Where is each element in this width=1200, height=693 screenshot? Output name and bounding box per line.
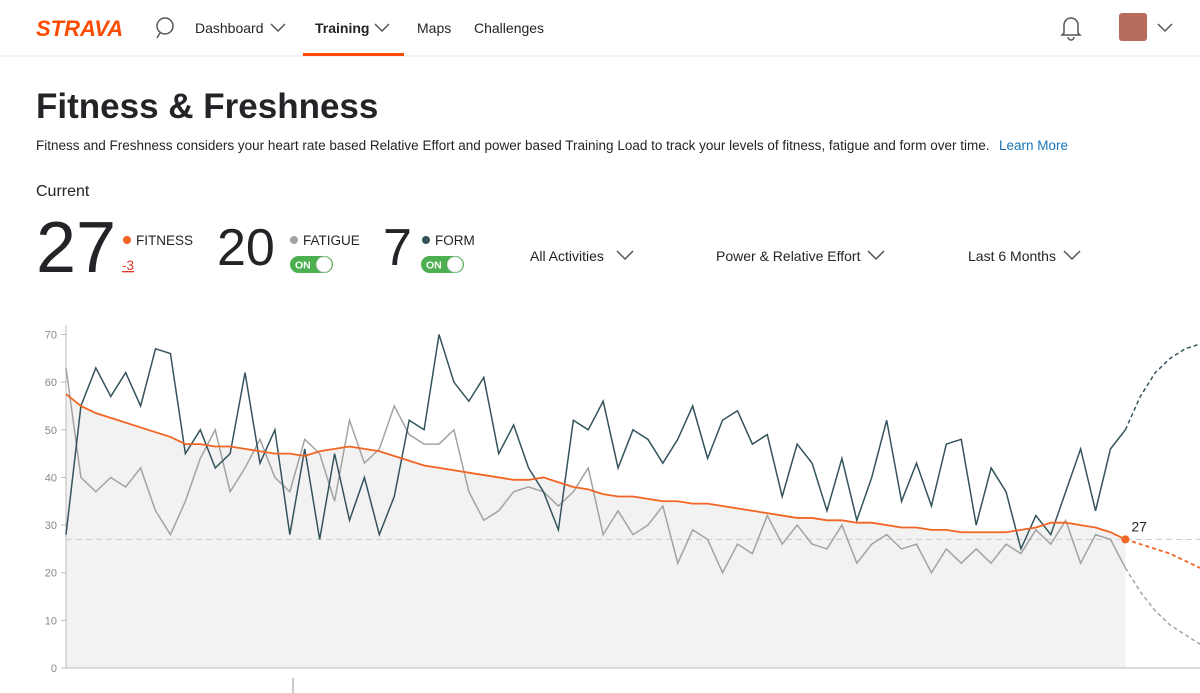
toggle-knob xyxy=(316,256,332,273)
nav-item[interactable]: Training xyxy=(315,20,369,36)
chevron xyxy=(616,250,634,261)
legend-label: FATIGUE xyxy=(303,233,360,248)
search-icon[interactable] xyxy=(156,17,174,39)
logo[interactable]: STRAVA xyxy=(36,16,123,41)
description: Fitness and Freshness considers your hea… xyxy=(36,138,990,153)
nav-item[interactable]: Challenges xyxy=(474,20,544,36)
legend-dot xyxy=(290,236,298,244)
y-tick-label: 70 xyxy=(45,330,57,342)
legend-dot xyxy=(422,236,430,244)
fitness-area xyxy=(66,394,1126,668)
series-line xyxy=(65,334,1126,552)
chevron xyxy=(867,250,885,261)
filter-dropdown[interactable]: Power & Relative Effort xyxy=(716,248,861,264)
current-label: Current xyxy=(36,183,90,200)
projection-line xyxy=(1125,538,1200,569)
chevron xyxy=(270,23,286,33)
active-tab-underline xyxy=(303,53,404,56)
series-line xyxy=(65,367,1127,575)
series-line xyxy=(65,393,1126,541)
projection-line xyxy=(1124,567,1200,645)
projection-line xyxy=(1124,343,1200,431)
nav-item[interactable]: Dashboard xyxy=(195,20,264,36)
legend-label: FITNESS xyxy=(136,233,193,248)
y-tick-label: 30 xyxy=(45,520,57,532)
nav-item[interactable]: Maps xyxy=(417,20,451,36)
y-tick-label: 60 xyxy=(45,377,57,389)
filter-dropdown[interactable]: Last 6 Months xyxy=(968,248,1056,264)
fatigue-value: 20 xyxy=(217,219,275,277)
top-bar xyxy=(0,0,1200,56)
fitness-change: -3 xyxy=(122,258,134,273)
toggle-knob xyxy=(447,256,463,273)
avatar[interactable] xyxy=(1119,13,1147,41)
learn-more-link[interactable]: Learn More xyxy=(999,138,1068,153)
fitness-value: 27 xyxy=(36,208,116,288)
notifications-icon[interactable] xyxy=(1060,17,1082,41)
end-point xyxy=(1121,535,1130,544)
filter-dropdown[interactable]: All Activities xyxy=(530,248,604,264)
toggle-label: ON xyxy=(426,260,442,272)
chart: 0 10 20 30 40 50 60 70 27 xyxy=(45,325,1200,675)
y-tick-label: 50 xyxy=(45,425,57,437)
legend-dot xyxy=(123,236,131,244)
legend-label: FORM xyxy=(435,233,475,248)
chevron[interactable] xyxy=(1157,23,1173,33)
y-tick-label: 0 xyxy=(51,663,57,675)
toggle-label: ON xyxy=(295,260,311,272)
chevron xyxy=(374,23,390,33)
page-title: Fitness & Freshness xyxy=(36,87,378,126)
y-tick-label: 40 xyxy=(45,472,57,484)
end-label: 27 xyxy=(1131,518,1147,534)
y-tick-label: 20 xyxy=(45,568,57,580)
y-tick-label: 10 xyxy=(45,615,57,627)
chevron xyxy=(1063,250,1081,261)
form-value: 7 xyxy=(383,219,412,277)
